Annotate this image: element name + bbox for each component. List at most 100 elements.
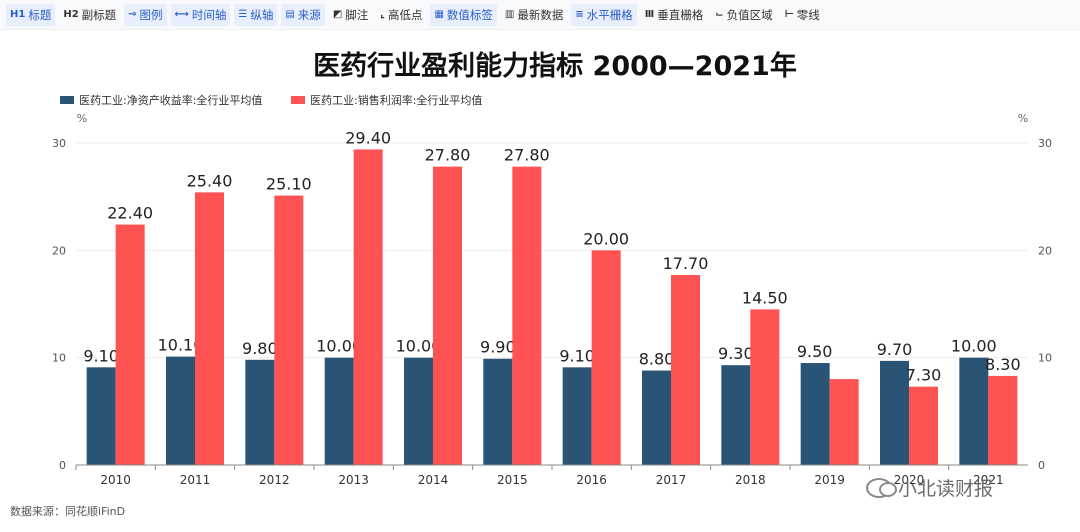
y-tick-left: 30: [52, 137, 66, 150]
data-label-1: 9.70: [877, 340, 913, 359]
y-tick-right: 10: [1038, 352, 1052, 365]
toolbar-horizontal-grid-label: 水平栅格: [586, 7, 633, 22]
toolbar-latest-data-button[interactable]: ▥ 最新数据: [501, 4, 567, 26]
data-label-2: 29.40: [345, 128, 391, 147]
data-label-1: 10.00: [396, 337, 442, 356]
data-label-2: 27.80: [425, 146, 471, 165]
toolbar-timeline-label: 时间轴: [191, 7, 227, 22]
bar-2: [591, 250, 621, 465]
data-label-2: 14.50: [742, 288, 788, 307]
data-label-2: 25.10: [266, 175, 312, 194]
data-label-2: 20.00: [583, 229, 629, 248]
data-label-1: 10.00: [316, 337, 362, 356]
bar-2: [750, 309, 780, 465]
toolbar-latest-data-label: 最新数据: [517, 7, 564, 22]
bar-2: [274, 195, 304, 466]
chart-title: 医药行业盈利能力指标 2000—2021年: [313, 50, 797, 82]
data-source-note: 数据来源：同花顺iFinD: [10, 505, 126, 518]
title-icon: H1: [10, 9, 26, 20]
toolbar-vertical-grid-label: 垂直栅格: [657, 7, 704, 22]
x-tick-label: 2016: [576, 473, 607, 487]
subtitle-icon: H2: [63, 9, 79, 20]
toolbar-high-low-button[interactable]: ⌞ 高低点: [376, 4, 426, 26]
vertical-grid-icon: Ⅲ: [644, 9, 655, 20]
y-unit-right: %: [1018, 112, 1028, 125]
data-label-1: 10.00: [951, 337, 997, 356]
data-label-2019: 9.50: [797, 342, 833, 361]
zero-line-icon: ⊢: [784, 9, 794, 20]
x-tick-label: 2014: [418, 473, 449, 487]
y-tick-left: 0: [59, 459, 66, 472]
toolbar-high-low-label: 高低点: [387, 7, 423, 22]
y-tick-left: 20: [52, 244, 66, 257]
bar-2: [353, 149, 383, 465]
toolbar-legend-button[interactable]: ⊸ 图例: [124, 3, 167, 26]
legend-icon: ⊸: [128, 9, 137, 20]
bar-1: [959, 357, 989, 465]
y-tick-right: 0: [1038, 459, 1045, 472]
data-label-1: 9.90: [480, 338, 516, 357]
data-label-2: 25.40: [187, 171, 233, 190]
x-tick-label: 2015: [497, 473, 528, 487]
data-labels-icon: ▦: [434, 9, 444, 20]
toolbar-negative-area-button[interactable]: ⌙ 负值区域: [711, 4, 776, 26]
toolbar-horizontal-grid-button[interactable]: ≡ 水平栅格: [571, 3, 637, 26]
bar-1: [483, 358, 513, 465]
legend-swatch-1: [60, 96, 74, 104]
horizontal-grid-icon: ≡: [575, 9, 584, 20]
toolbar-subtitle-button[interactable]: H2 副标题: [59, 4, 120, 26]
data-label-1: 8.80: [639, 350, 675, 369]
data-label-2: 7.30: [906, 366, 942, 385]
data-label-2: 8.30: [985, 355, 1021, 374]
toolbar-source-button[interactable]: ▤ 来源: [281, 3, 325, 26]
watermark: 小北读财报: [866, 474, 993, 501]
toolbar-y-axis-button[interactable]: ☰ 纵轴: [234, 3, 278, 26]
bar-2: [988, 375, 1018, 465]
toolbar-title-button[interactable]: H1 标题: [6, 3, 56, 26]
y-unit-left: %: [77, 112, 87, 125]
bar-1: [880, 360, 909, 465]
y-tick-left: 10: [52, 352, 66, 365]
bar-2: [433, 166, 462, 465]
footnote-icon: ◩: [332, 9, 343, 20]
x-tick-label: 2012: [259, 473, 290, 487]
bar-1: [721, 365, 751, 465]
toolbar-data-labels-button[interactable]: ▦ 数值标签: [430, 3, 497, 26]
bar-2: [909, 386, 938, 465]
x-tick-label: 2021: [973, 473, 1004, 487]
x-tick-label: 2019: [814, 473, 845, 487]
data-label-1: 9.30: [718, 344, 754, 363]
bar-2: [512, 166, 542, 465]
toolbar-y-axis-label: 纵轴: [250, 7, 274, 22]
toolbar-footnote-label: 脚注: [345, 7, 369, 22]
toolbar-vertical-grid-button[interactable]: Ⅲ 垂直栅格: [641, 4, 707, 26]
bar-1: [404, 357, 433, 465]
bar-2: [195, 192, 224, 465]
data-label-1: 10.10: [158, 336, 204, 355]
toolbar-footnote-button[interactable]: ◩ 脚注: [329, 4, 372, 26]
wechat-icon: [866, 477, 897, 498]
negative-area-icon: ⌙: [715, 9, 724, 20]
data-label-2: 27.80: [504, 146, 550, 165]
chart-toolbar: H1 标题 H2 副标题 ⊸ 图例 ⟷ 时间轴 ☰ 纵轴 ▤ 来源 ◩ 脚注 ⌞ 高低点 ▦ 数值标签 ▥ 最新数据 ≡…: [0, 0, 1080, 30]
bar-1: [324, 357, 354, 465]
high-low-icon: ⌞: [380, 9, 385, 20]
x-tick-label: 2017: [656, 473, 687, 487]
x-tick-label: 2018: [735, 473, 766, 487]
data-label-1: 9.80: [242, 339, 278, 358]
toolbar-timeline-button[interactable]: ⟷ 时间轴: [170, 3, 231, 26]
data-label-1: 9.10: [559, 346, 595, 365]
x-tick-label: 2011: [180, 473, 211, 487]
source-icon: ▤: [285, 9, 295, 20]
bar-1: [562, 367, 592, 465]
legend-label-2: 医药工业:销售利润率:全行业平均值: [310, 93, 482, 107]
data-label-2: 17.70: [663, 254, 709, 273]
bar-1: [642, 370, 671, 465]
x-tick-label: 2020: [894, 473, 925, 487]
legend-swatch-2: [291, 96, 305, 104]
y-tick-right: 30: [1038, 137, 1052, 150]
toolbar-subtitle-label: 副标题: [81, 7, 117, 22]
toolbar-zero-line-button[interactable]: ⊢ 零线: [781, 4, 824, 26]
timeline-icon: ⟷: [174, 9, 189, 20]
